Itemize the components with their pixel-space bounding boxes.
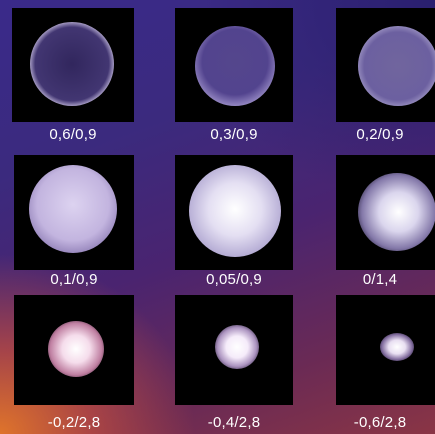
beam-profile-disk [189,165,281,257]
beam-profile-ring [195,26,275,106]
beam-image-panel-4 [14,155,134,270]
panel-label-6: 0/1,4 [362,271,398,288]
beam-image-panel-7 [14,295,134,405]
panel-label-9: -0,6/2,8 [353,414,407,431]
beam-image-panel-8 [175,295,293,405]
panel-label-7: -0,2/2,8 [47,414,101,431]
beam-image-panel-9 [336,295,435,405]
beam-profile-spot [380,333,414,361]
panel-label-2: 0,3/0,9 [210,126,258,143]
beam-profile-disk [358,173,435,251]
beam-profile-spot [215,325,259,369]
beam-image-panel-5 [175,155,293,270]
panel-label-5: 0,05/0,9 [206,271,262,288]
beam-profile-spot [48,321,104,377]
panel-label-1: 0,6/0,9 [49,126,97,143]
beam-image-panel-3 [336,8,435,122]
beam-image-panel-2 [175,8,293,122]
beam-profile-ring [358,26,435,106]
beam-profile-ring [30,22,114,106]
beam-image-panel-1 [12,8,134,122]
beam-profile-disk [29,165,117,253]
panel-label-4: 0,1/0,9 [50,271,98,288]
panel-label-3: 0,2/0,9 [356,126,404,143]
beam-image-panel-6 [336,155,435,270]
panel-label-8: -0,4/2,8 [207,414,261,431]
